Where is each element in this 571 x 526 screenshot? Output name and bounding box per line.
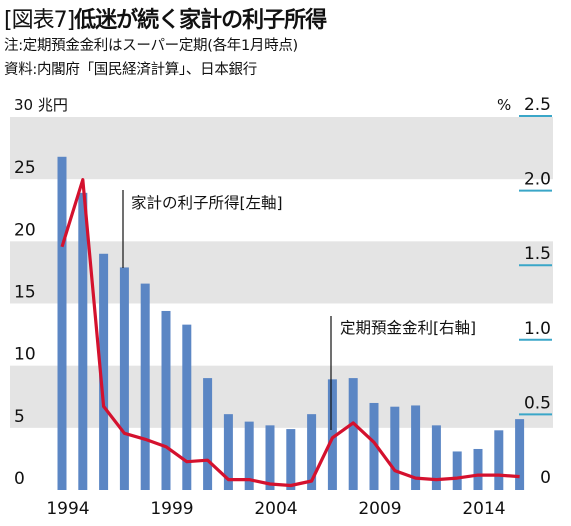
x-tick-2014: 2014	[462, 499, 505, 519]
right-tick-2.5: 2.5	[524, 95, 551, 115]
bar-1998	[140, 283, 150, 490]
left-tick-0: 0	[14, 469, 25, 489]
x-tick-1999: 1999	[150, 499, 193, 519]
right-tick-0: 0	[540, 468, 551, 488]
bar-2016	[515, 419, 525, 490]
callout-lines	[122, 190, 332, 430]
left-tick-25: 25	[14, 158, 36, 178]
bar-2014	[473, 448, 483, 490]
bar-2006	[307, 414, 317, 490]
x-tick-1994: 1994	[46, 499, 89, 519]
bar-2012	[431, 425, 441, 490]
title-text: 低迷が続く家計の利子所得	[74, 8, 327, 33]
bar-1996	[99, 253, 109, 490]
x-tick-2009: 2009	[358, 499, 401, 519]
bar-1994	[57, 156, 67, 490]
right-axis-unit: %	[497, 96, 511, 114]
figure-tag: [図表7]	[4, 8, 75, 33]
left-tick-10: 10	[14, 345, 36, 365]
bar-2010	[390, 406, 400, 490]
chart-note: 注:定期預金金利はスーパー定期(各年1月時点)	[4, 38, 298, 54]
bar-2005	[286, 429, 296, 490]
left-axis-unit: 30 兆円	[14, 96, 68, 114]
grid-band	[10, 117, 553, 180]
bar-series-label: 家計の利子所得[左軸]	[131, 194, 283, 212]
right-tick-1.0: 1.0	[524, 319, 551, 339]
x-tick-2004: 2004	[254, 499, 297, 519]
bar-2000	[182, 324, 192, 490]
left-tick-15: 15	[14, 283, 36, 303]
x-axis: 1994 1999 2004 2009 2014	[46, 499, 505, 519]
right-tick-0.5: 0.5	[524, 393, 551, 413]
grid-band	[10, 365, 553, 428]
bar-2011	[411, 405, 421, 490]
bar-series	[57, 156, 525, 491]
rate-line	[60, 178, 520, 488]
left-tick-20: 20	[14, 220, 36, 240]
bar-2007	[327, 379, 337, 490]
bar-2004	[265, 425, 275, 490]
right-axis: 0 0.5 1.0 1.5 2.0 2.5	[519, 95, 552, 488]
bar-1999	[161, 310, 171, 490]
bar-1997	[119, 267, 129, 490]
right-tick-2.0: 2.0	[524, 170, 551, 190]
bar-2009	[369, 402, 379, 490]
left-tick-5: 5	[14, 407, 25, 427]
chart-source: 資料:内閣府「国民経済計算」、日本銀行	[4, 62, 257, 78]
bar-2003	[244, 421, 254, 490]
bar-2015	[494, 430, 504, 490]
left-axis: 0 5 10 15 20 25	[14, 158, 36, 489]
chart-title: [図表7]低迷が続く家計の利子所得	[4, 2, 327, 34]
line-series-label: 定期預金金利[右軸]	[340, 319, 476, 337]
bar-2008	[348, 378, 358, 490]
bar-2002	[223, 414, 233, 490]
right-tick-1.5: 1.5	[524, 244, 551, 264]
bar-2013	[452, 451, 462, 490]
bar-2001	[203, 378, 213, 490]
bar-1995	[78, 192, 88, 491]
